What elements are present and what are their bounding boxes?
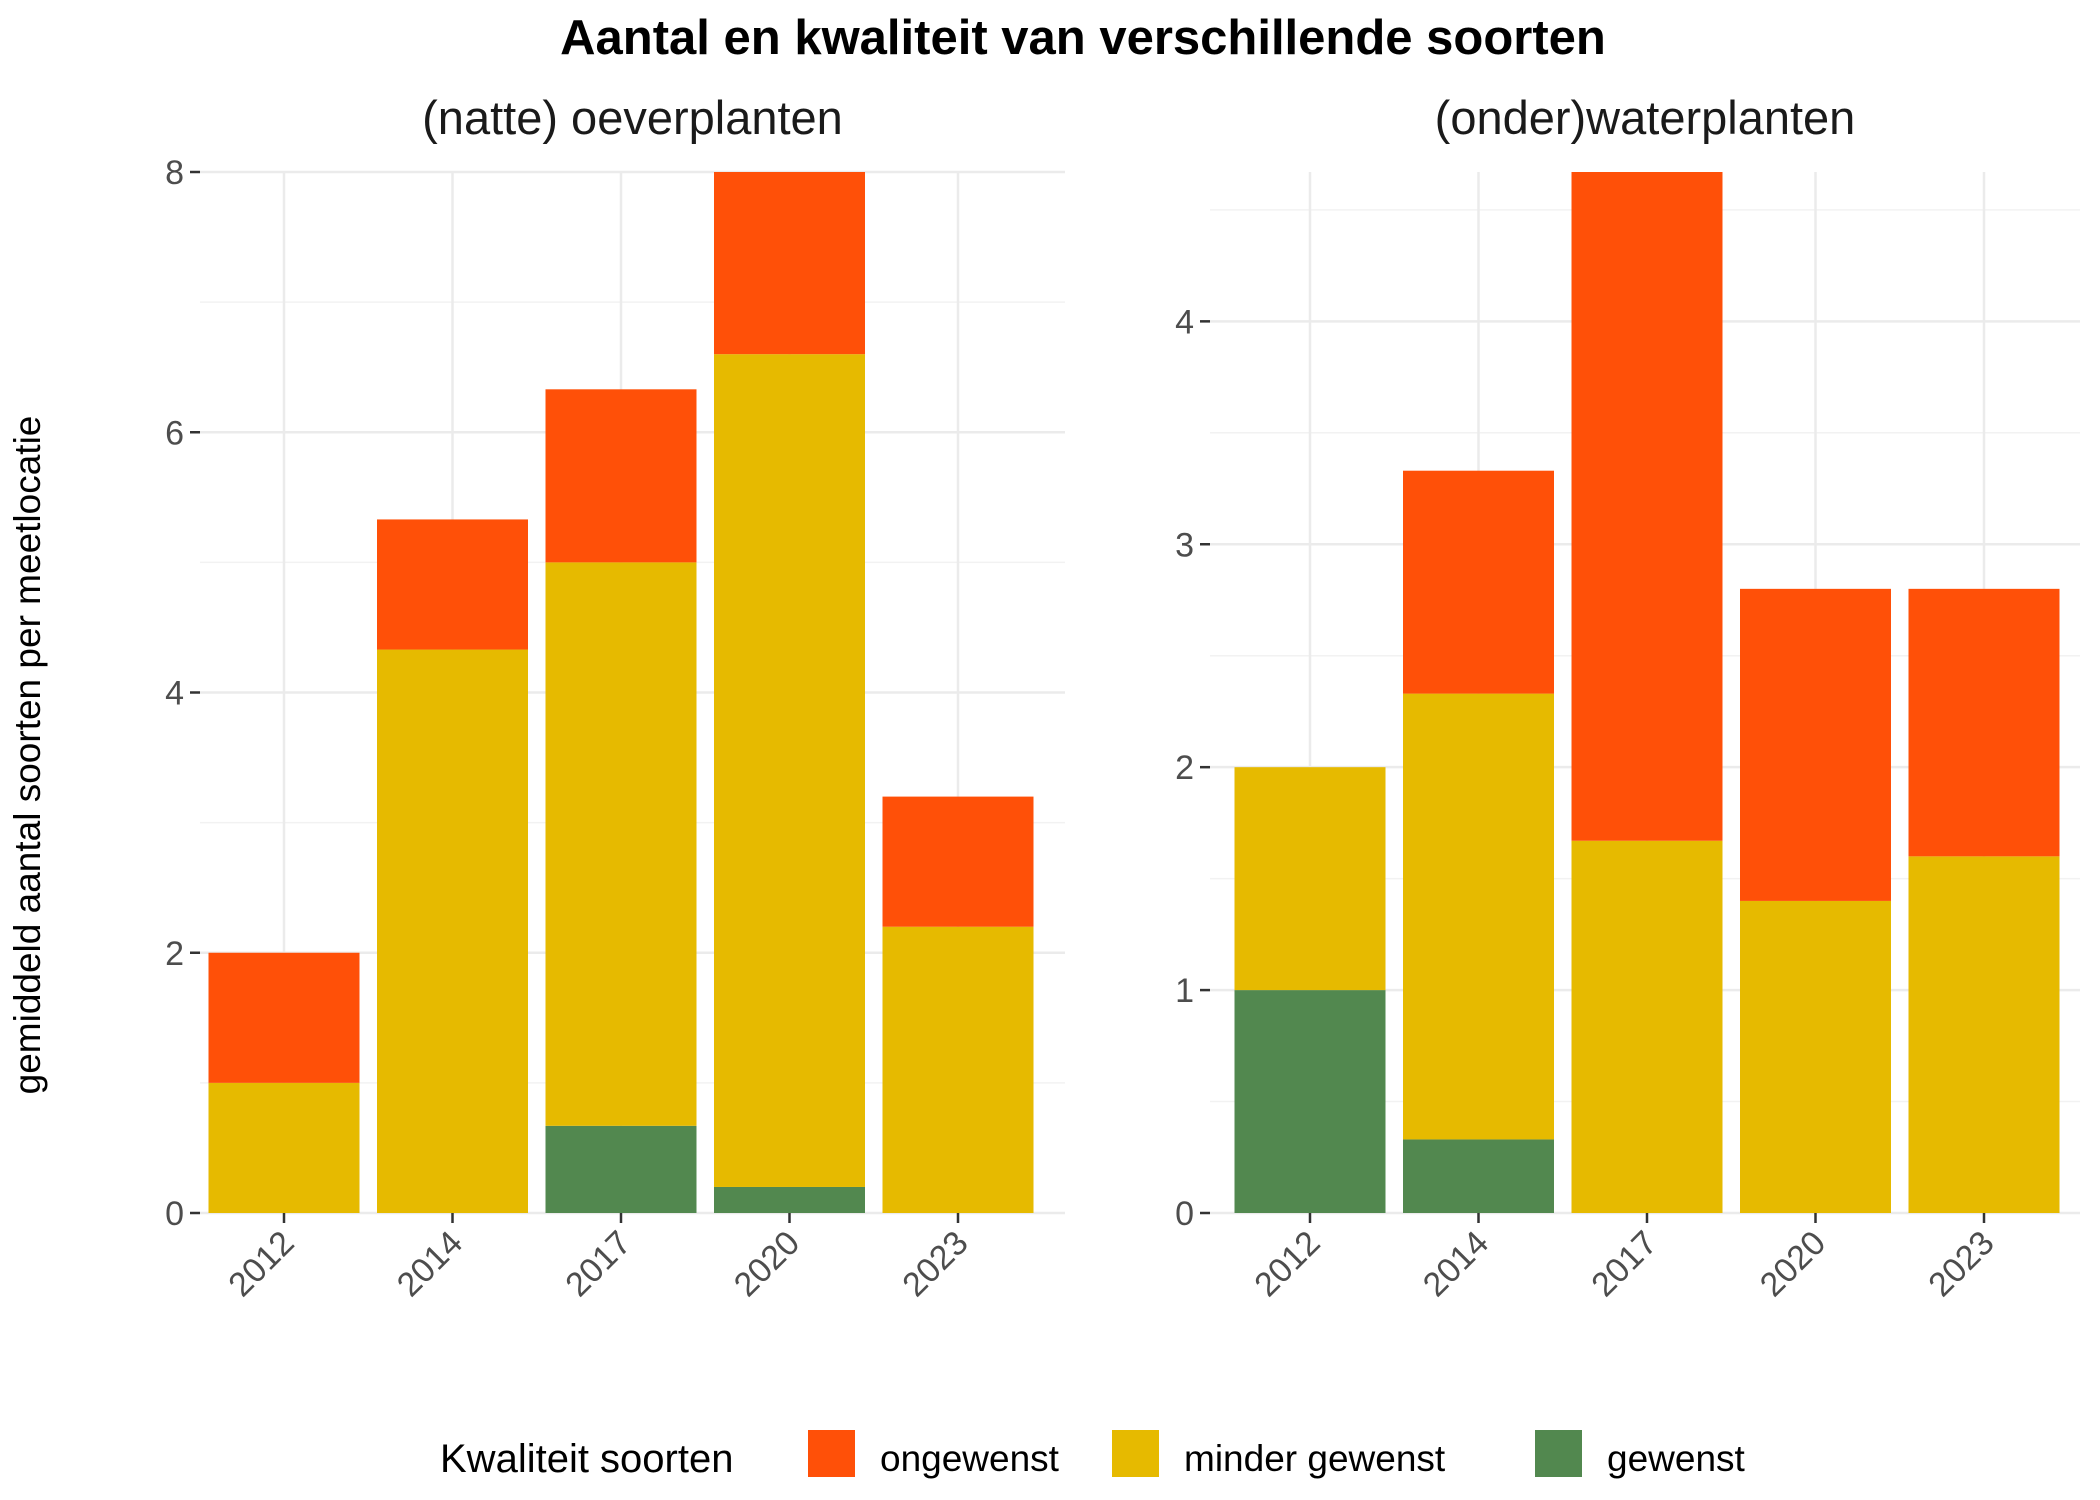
x-tick-label: 2023 bbox=[1921, 1224, 2001, 1304]
y-tick-label: 2 bbox=[1175, 749, 1194, 787]
bar-minder-gewenst-2012 bbox=[1234, 767, 1386, 991]
bar-minder-gewenst-2014 bbox=[1403, 693, 1554, 1140]
bar-minder-gewenst-2017 bbox=[545, 562, 697, 1126]
y-tick-label: 1 bbox=[1175, 972, 1194, 1010]
bar-minder-gewenst-2012 bbox=[208, 1082, 360, 1213]
y-tick-label: 8 bbox=[165, 154, 184, 192]
legend: Kwaliteit soorten ongewenst minder gewens… bbox=[440, 1430, 1746, 1481]
bar-gewenst-2017 bbox=[545, 1125, 697, 1213]
y-axis-label: gemiddeld aantal soorten per meetlocatie bbox=[7, 416, 48, 1095]
bar-ongewenst-2023 bbox=[882, 796, 1034, 927]
legend-label-gewenst: gewenst bbox=[1607, 1438, 1746, 1479]
y-tick-label: 2 bbox=[165, 935, 184, 973]
bar-minder-gewenst-2020 bbox=[714, 354, 865, 1187]
x-tick-label: 2014 bbox=[390, 1224, 470, 1304]
panel-title: (onder)waterplanten bbox=[1435, 91, 1856, 144]
legend-label-ongewenst: ongewenst bbox=[880, 1438, 1060, 1479]
bar-ongewenst-2014 bbox=[377, 519, 528, 650]
legend-title: Kwaliteit soorten bbox=[440, 1437, 733, 1481]
bar-ongewenst-2020 bbox=[1740, 588, 1891, 901]
x-tick-label: 2020 bbox=[1753, 1224, 1833, 1304]
x-tick-label: 2012 bbox=[1247, 1224, 1327, 1304]
y-tick-label: 4 bbox=[165, 675, 184, 713]
x-tick-label: 2014 bbox=[1416, 1224, 1496, 1304]
bar-minder-gewenst-2023 bbox=[882, 926, 1034, 1213]
x-tick-label: 2017 bbox=[558, 1224, 638, 1304]
y-tick-label: 6 bbox=[165, 414, 184, 452]
bar-minder-gewenst-2014 bbox=[377, 649, 528, 1213]
bar-gewenst-2014 bbox=[1403, 1139, 1554, 1213]
bar-ongewenst-2014 bbox=[1403, 470, 1554, 694]
bar-minder-gewenst-2023 bbox=[1908, 856, 2060, 1213]
x-tick-label: 2023 bbox=[895, 1224, 975, 1304]
legend-swatch-ongewenst bbox=[808, 1430, 855, 1477]
x-tick-label: 2017 bbox=[1584, 1224, 1664, 1304]
bar-ongewenst-2017 bbox=[545, 389, 697, 563]
legend-swatch-gewenst bbox=[1535, 1430, 1582, 1477]
bar-ongewenst-2023 bbox=[1908, 588, 2060, 857]
panel-title: (natte) oeverplanten bbox=[422, 91, 843, 144]
bar-minder-gewenst-2017 bbox=[1571, 840, 1723, 1213]
bar-minder-gewenst-2020 bbox=[1740, 900, 1891, 1213]
x-tick-label: 2012 bbox=[221, 1224, 301, 1304]
y-tick-label: 3 bbox=[1175, 526, 1194, 564]
chart-title: Aantal en kwaliteit van verschillende so… bbox=[560, 11, 1606, 65]
bar-gewenst-2020 bbox=[714, 1186, 865, 1213]
bar-ongewenst-2017 bbox=[1571, 172, 1723, 841]
legend-label-minder-gewenst: minder gewenst bbox=[1184, 1438, 1446, 1479]
y-tick-label: 0 bbox=[165, 1195, 184, 1233]
legend-swatch-minder-gewenst bbox=[1112, 1430, 1159, 1477]
bar-gewenst-2012 bbox=[1234, 990, 1386, 1213]
bar-ongewenst-2012 bbox=[208, 952, 360, 1083]
y-tick-label: 0 bbox=[1175, 1195, 1194, 1233]
bar-ongewenst-2020 bbox=[714, 172, 865, 355]
panel-onder-waterplanten: (onder)waterplanten 0 1 2 3 4 2012 2014 2017 2020… bbox=[1175, 91, 2080, 1304]
y-tick-label: 4 bbox=[1175, 303, 1194, 341]
x-tick-label: 2020 bbox=[727, 1224, 807, 1304]
panel-natte-oeverplanten: (natte) oeverplanten 0 2 4 6 8 2012 2014 2017 202… bbox=[165, 91, 1065, 1304]
